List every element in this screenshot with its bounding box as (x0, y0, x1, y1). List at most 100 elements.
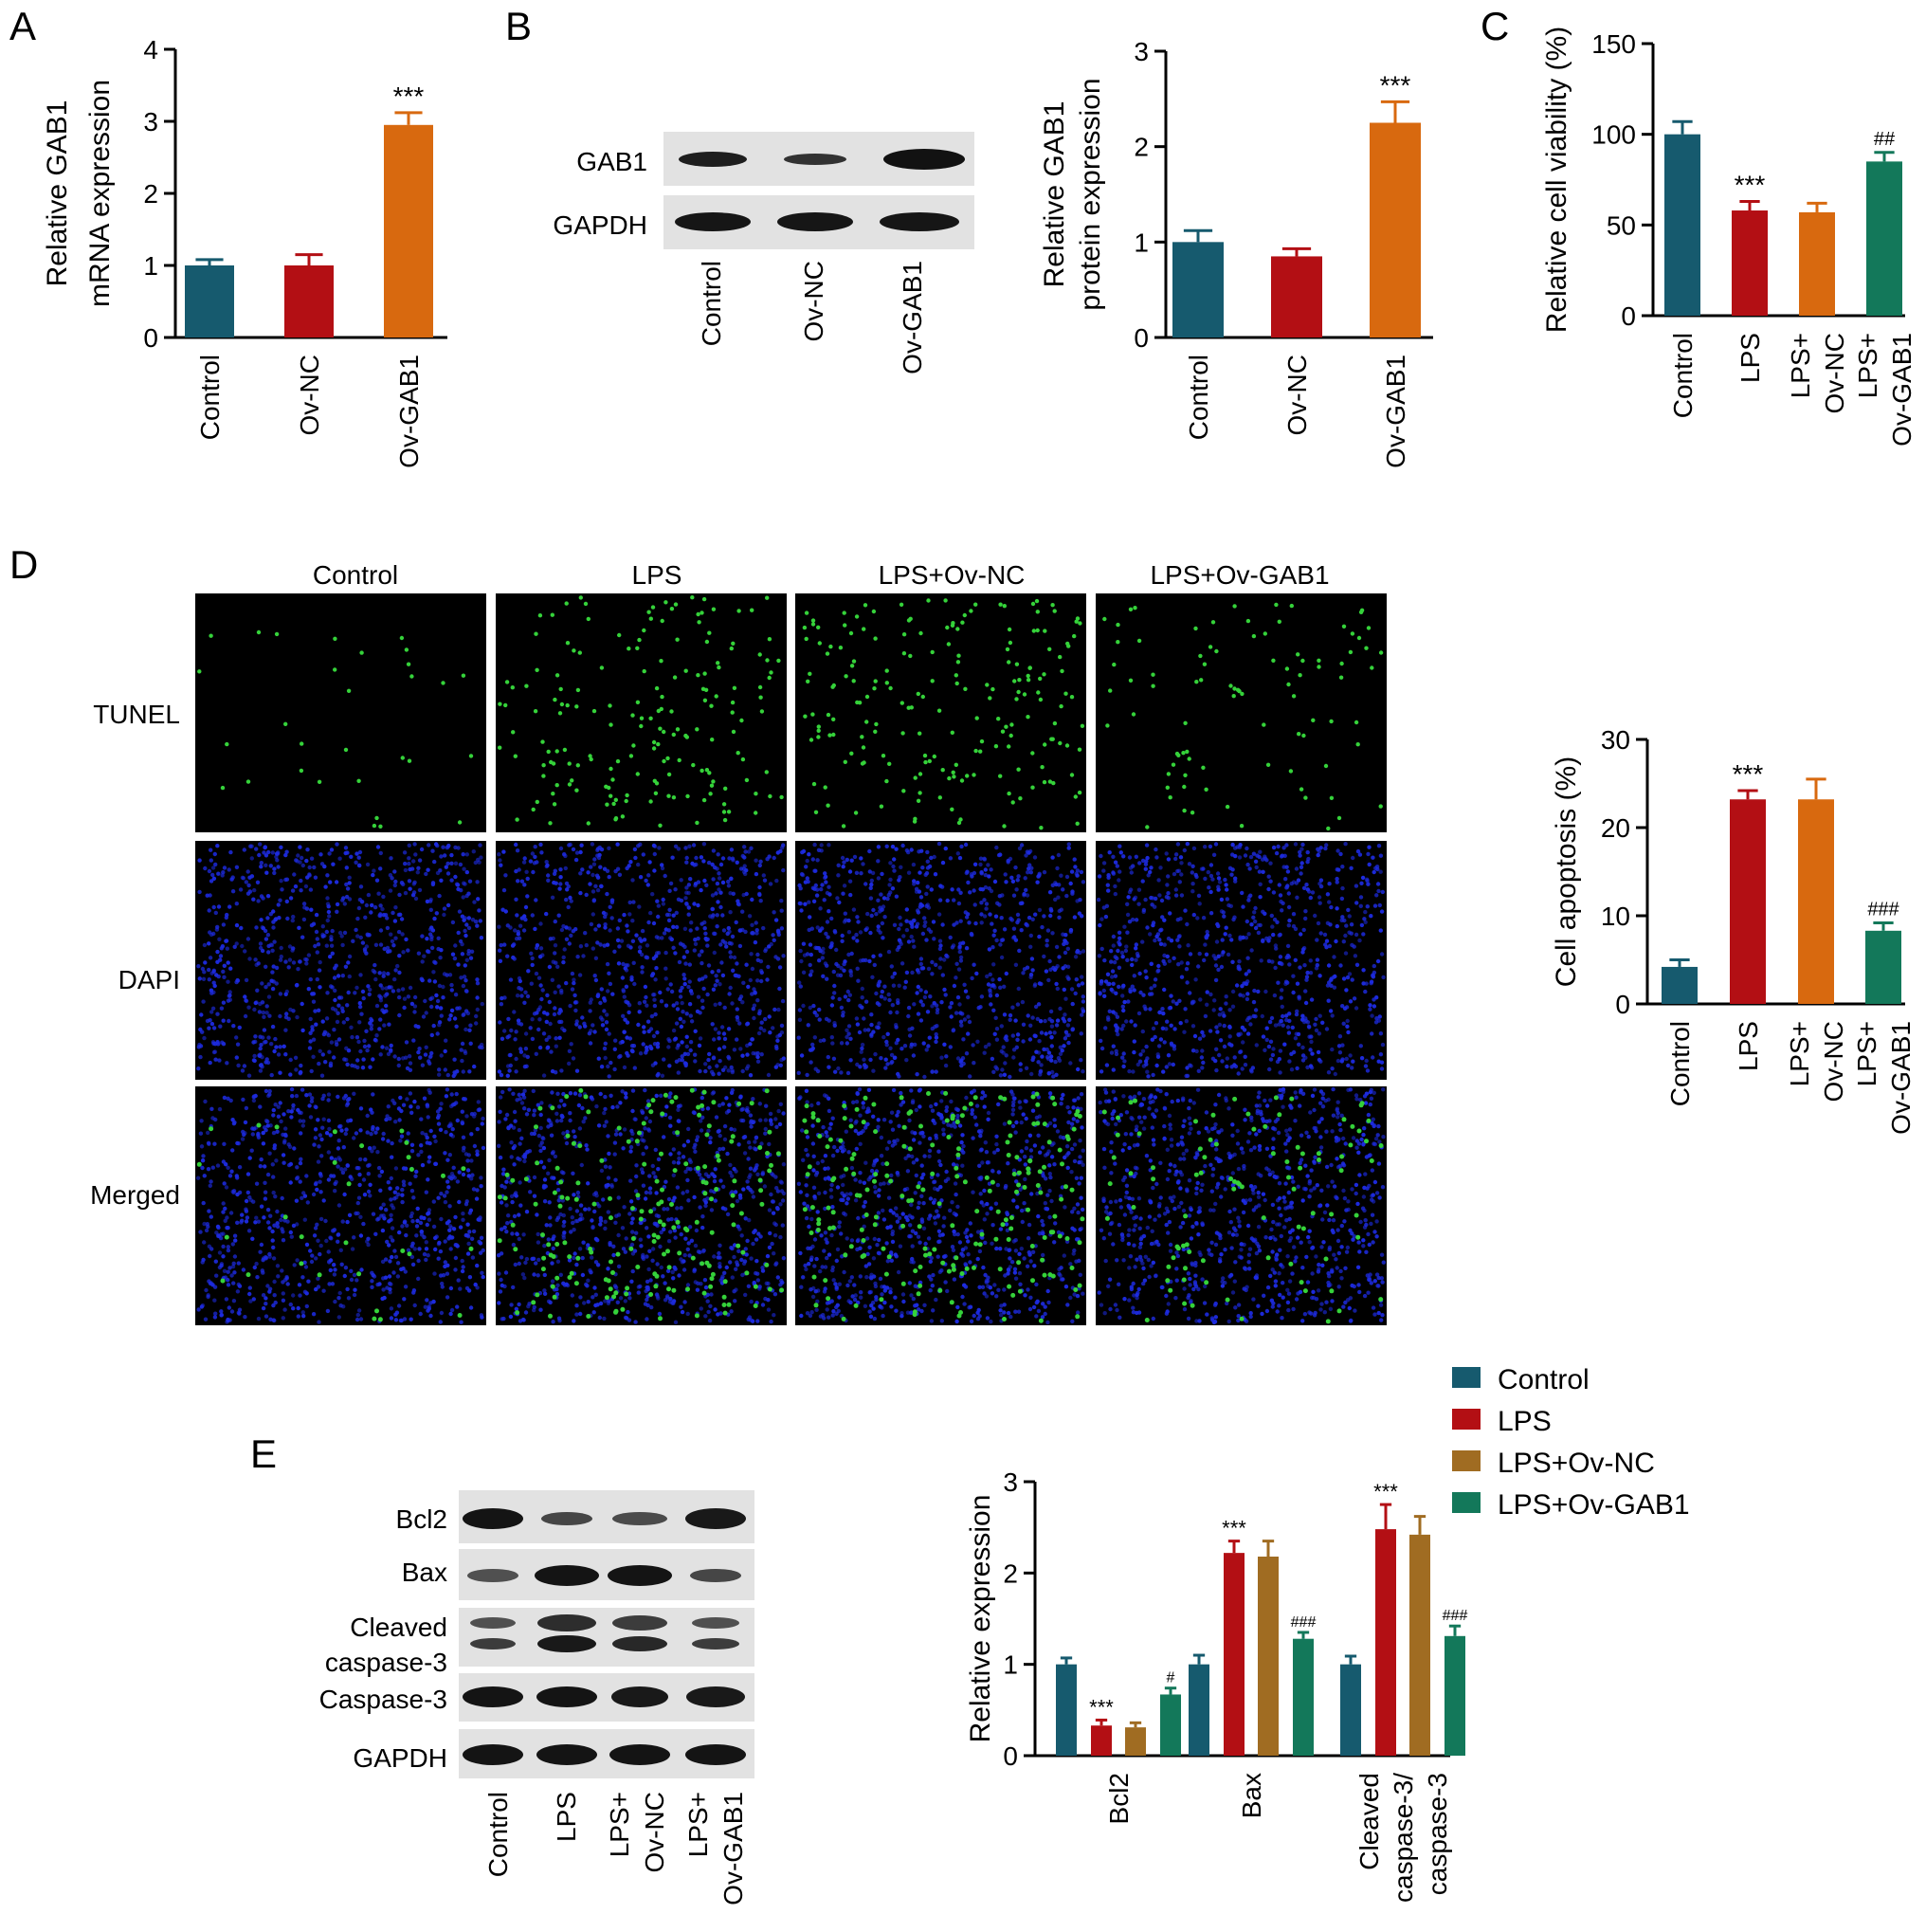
x-tick-label: Control (1668, 333, 1698, 418)
chart-b: 0 1 2 3 Relative GAB1 protein expression Contr… (1039, 37, 1433, 468)
bar (1662, 966, 1698, 1004)
micrograph-tunel-3 (795, 593, 1086, 832)
y-tick-label: 1 (143, 251, 158, 281)
row-label-merged: Merged (90, 1180, 180, 1210)
micrograph-merged-2 (496, 1086, 787, 1325)
x-tick-label: Ov-GAB1 (394, 355, 424, 468)
x-tick-label: LPS+ (1785, 1021, 1814, 1086)
micrograph-dapi-1 (195, 841, 486, 1080)
significance-label: *** (1089, 1695, 1114, 1719)
y-tick-label: 3 (1003, 1467, 1018, 1497)
legend-label-lps-ovnc: LPS+Ov-NC (1498, 1448, 1655, 1479)
blot-e-lane-control: Control (483, 1792, 513, 1877)
blot-band (611, 1686, 668, 1707)
x-tick-label: Ov-NC (1820, 333, 1849, 414)
y-tick-label: 4 (143, 35, 158, 64)
bar (1730, 799, 1766, 1004)
blot-b-lane-control: Control (697, 261, 726, 346)
western-blot-b: GAB1 GAPDH Control Ov-NC Ov-GAB1 (553, 132, 974, 374)
bar (1172, 242, 1224, 337)
microscopy-grid-d: Control LPS LPS+Ov-NC LPS+Ov-GAB1 TUNEL … (90, 560, 1387, 1325)
chart-a: 0 1 2 3 4 Relative GAB1 mRNA expression Control… (42, 35, 447, 468)
significance-label: ### (1867, 899, 1899, 920)
x-tick-label: Ov-GAB1 (1887, 333, 1917, 447)
y-tick-label: 0 (1621, 301, 1636, 331)
blot-e-lane-lps: LPS (552, 1792, 581, 1842)
western-blot-e: Bcl2 Bax Cleaved caspase-3 Caspase-3 GAP… (319, 1490, 754, 1905)
y-tick-label: 0 (1003, 1741, 1018, 1771)
blot-band (690, 1569, 741, 1582)
legend-swatch-lps-ovgab1 (1452, 1492, 1481, 1513)
bar (1271, 256, 1322, 337)
bar (1866, 161, 1902, 316)
y-tick-label: 10 (1601, 902, 1630, 931)
x-tick-label: caspase-3 (1423, 1773, 1452, 1895)
blot-band (463, 1744, 523, 1765)
legend-label-control: Control (1498, 1364, 1590, 1395)
blot-band (470, 1638, 516, 1649)
blot-band (686, 1686, 745, 1707)
bar (284, 265, 334, 337)
x-tick-label: Control (1665, 1021, 1695, 1106)
significance-label: *** (1373, 1480, 1398, 1504)
x-tick-label: caspase-3/ (1389, 1773, 1418, 1903)
y-axis-label: Relative GAB1 (42, 100, 73, 287)
y-tick-label: 0 (1615, 990, 1630, 1019)
blot-e-lane-lps-ovnc-2: Ov-NC (640, 1792, 669, 1873)
y-tick-label: 150 (1591, 29, 1636, 59)
y-axis-label: Relative GAB1 (1039, 101, 1070, 288)
blot-e-label-cleaved: Cleaved (350, 1613, 447, 1642)
x-tick-label: LPS+ (1786, 333, 1815, 398)
x-tick-label: Bax (1237, 1773, 1266, 1818)
x-tick-label: Ov-NC (295, 355, 324, 436)
blot-b-label-gapdh: GAPDH (553, 210, 647, 240)
blot-band (679, 152, 747, 167)
blot-band (536, 1686, 597, 1707)
bar (1798, 799, 1834, 1004)
bar (1732, 210, 1768, 316)
y-axis-label: Cell apoptosis (%) (1551, 756, 1582, 987)
x-tick-label: Control (195, 355, 225, 440)
blot-e-label-caspase3-line2: caspase-3 (325, 1648, 447, 1677)
bar (1189, 1664, 1209, 1756)
blot-b-label-gab1: GAB1 (576, 147, 647, 176)
blot-band (463, 1686, 523, 1707)
row-label-dapi: DAPI (118, 965, 180, 994)
blot-band (535, 1565, 599, 1586)
col-header-lps: LPS (632, 560, 682, 590)
x-tick-label: Ov-NC (1282, 355, 1312, 436)
legend-swatch-lps (1452, 1409, 1481, 1430)
legend-swatch-lps-ovnc (1452, 1450, 1481, 1471)
blot-band (612, 1512, 667, 1525)
x-tick-label: LPS+ (1852, 1021, 1881, 1086)
blot-band (692, 1638, 739, 1649)
blot-band (685, 1508, 746, 1529)
blot-e-strip-3 (459, 1608, 754, 1667)
x-tick-label: Ov-NC (1819, 1021, 1848, 1103)
blot-band (609, 1744, 670, 1765)
significance-label: # (1167, 1670, 1175, 1686)
col-header-control: Control (313, 560, 398, 590)
bar (1293, 1638, 1314, 1756)
y-tick-label: 3 (1134, 37, 1149, 66)
blot-band (675, 212, 751, 231)
blot-e-label-bax: Bax (402, 1558, 447, 1587)
blot-band (536, 1744, 597, 1765)
chart-d: 0 10 20 30 Cell apoptosis (%) Control *** LPS LP… (1551, 725, 1916, 1135)
bar (1160, 1694, 1181, 1756)
micrograph-merged-1 (195, 1086, 486, 1325)
panel-letter-c: C (1481, 4, 1509, 48)
y-tick-label: 2 (143, 179, 158, 209)
blot-b-lane-ovnc: Ov-NC (799, 261, 828, 342)
significance-label: ### (1291, 1614, 1317, 1631)
y-tick-label: 20 (1601, 813, 1630, 843)
panel-letter-a: A (9, 4, 36, 48)
x-tick-label: LPS (1734, 1021, 1763, 1071)
significance-label: *** (1380, 70, 1411, 100)
y-tick-label: 30 (1601, 725, 1630, 755)
col-header-lps-ovnc: LPS+Ov-NC (879, 560, 1026, 590)
bar (1224, 1553, 1245, 1756)
bar (384, 124, 433, 337)
micrograph-tunel-4 (1096, 593, 1387, 832)
